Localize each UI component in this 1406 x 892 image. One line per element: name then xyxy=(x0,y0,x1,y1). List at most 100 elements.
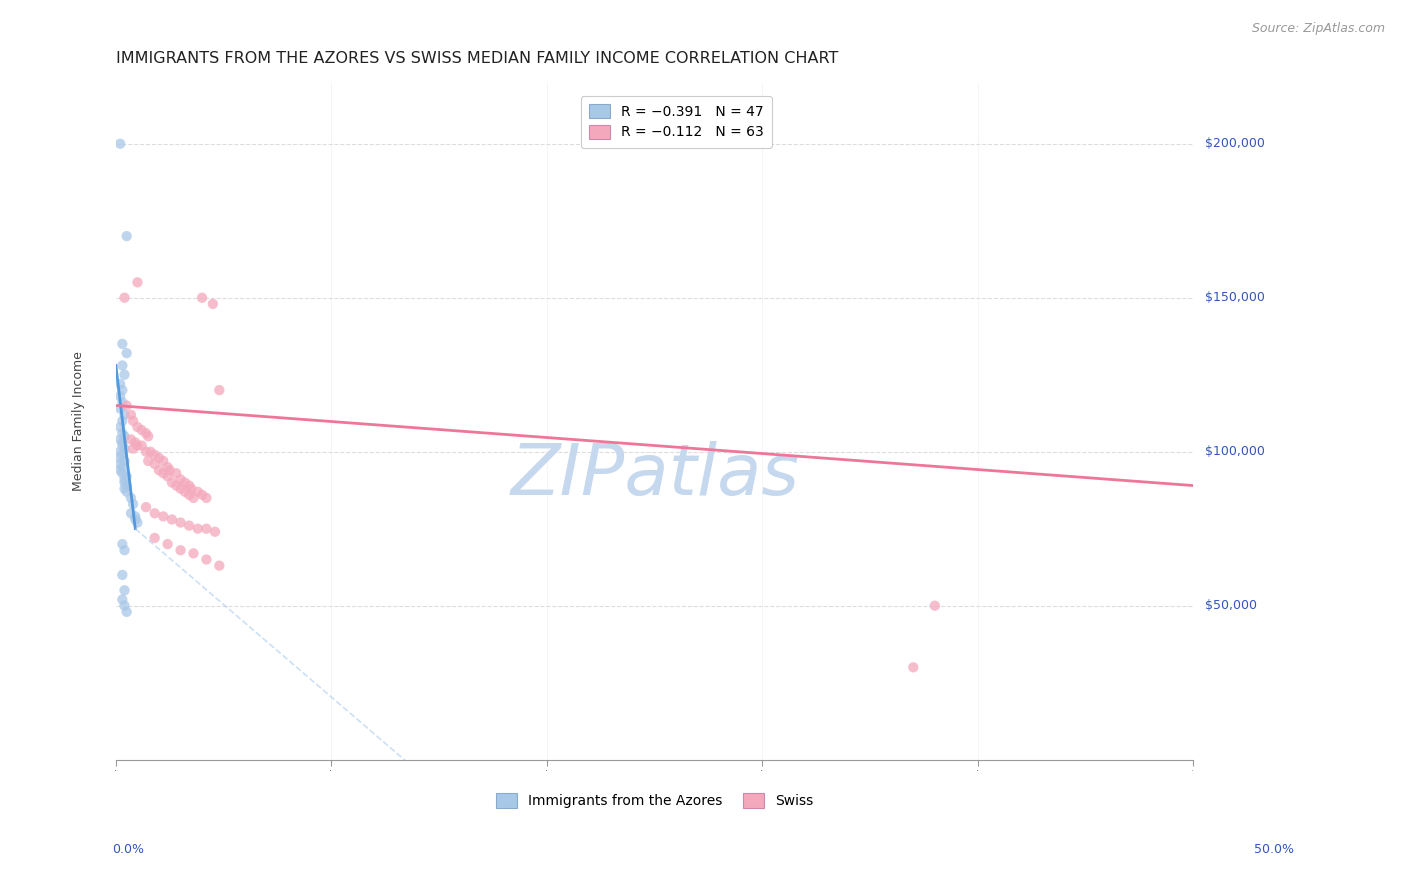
Point xyxy=(173,475,195,490)
Point xyxy=(195,522,218,536)
Point xyxy=(108,463,131,477)
Point xyxy=(111,448,134,462)
Point xyxy=(111,438,134,452)
Point xyxy=(115,478,138,492)
Text: Median Family Income: Median Family Income xyxy=(72,351,84,491)
Point xyxy=(152,454,174,468)
Point xyxy=(108,433,131,447)
Point xyxy=(115,484,138,499)
Point xyxy=(195,491,218,505)
Point xyxy=(114,408,136,422)
Point xyxy=(152,467,174,481)
Point xyxy=(111,383,134,397)
Point xyxy=(114,543,136,558)
Point xyxy=(120,433,142,447)
Point xyxy=(169,482,191,496)
Text: $150,000: $150,000 xyxy=(1205,291,1264,304)
Point xyxy=(143,531,166,545)
Point xyxy=(160,512,183,526)
Point xyxy=(122,442,145,456)
Point xyxy=(159,463,181,477)
Text: Source: ZipAtlas.com: Source: ZipAtlas.com xyxy=(1251,22,1385,36)
Point xyxy=(111,467,134,481)
Point xyxy=(108,444,131,458)
Point xyxy=(135,500,157,515)
Point xyxy=(124,509,146,524)
Point xyxy=(201,297,224,311)
Point xyxy=(108,376,131,391)
Point xyxy=(111,359,134,373)
Point xyxy=(114,454,136,468)
Point xyxy=(127,420,149,434)
Point xyxy=(136,454,159,468)
Point xyxy=(191,291,214,305)
Text: 0.0%: 0.0% xyxy=(112,843,145,856)
Point xyxy=(111,460,134,475)
Point xyxy=(131,438,153,452)
Point xyxy=(114,429,136,443)
Point xyxy=(111,568,134,582)
Point xyxy=(127,438,149,452)
Point xyxy=(165,467,187,481)
Point xyxy=(204,524,226,539)
Point xyxy=(156,460,179,475)
Point xyxy=(143,457,166,471)
Point xyxy=(191,488,214,502)
Point xyxy=(120,408,142,422)
Point xyxy=(169,516,191,530)
Point xyxy=(122,497,145,511)
Point xyxy=(173,484,195,499)
Point xyxy=(208,558,231,573)
Point xyxy=(114,368,136,382)
Point xyxy=(111,592,134,607)
Point xyxy=(187,484,209,499)
Text: $200,000: $200,000 xyxy=(1205,137,1264,150)
Legend: Immigrants from the Azores, Swiss: Immigrants from the Azores, Swiss xyxy=(491,788,818,814)
Point xyxy=(111,337,134,351)
Point xyxy=(143,506,166,520)
Point xyxy=(143,448,166,462)
Point xyxy=(114,475,136,490)
Point xyxy=(122,414,145,428)
Point xyxy=(924,599,946,613)
Point xyxy=(108,420,131,434)
Point xyxy=(156,537,179,551)
Point xyxy=(148,450,170,465)
Point xyxy=(124,512,146,526)
Point xyxy=(108,457,131,471)
Text: ZIPatlas: ZIPatlas xyxy=(510,441,799,509)
Point xyxy=(179,518,201,533)
Point xyxy=(114,482,136,496)
Point xyxy=(108,136,131,151)
Point xyxy=(127,275,149,289)
Point xyxy=(187,522,209,536)
Point xyxy=(131,423,153,437)
Point xyxy=(136,429,159,443)
Point xyxy=(115,346,138,360)
Point xyxy=(114,291,136,305)
Point xyxy=(156,469,179,483)
Point xyxy=(195,552,218,566)
Point xyxy=(148,463,170,477)
Point xyxy=(124,435,146,450)
Text: $100,000: $100,000 xyxy=(1205,445,1264,458)
Point xyxy=(903,660,925,674)
Point xyxy=(120,491,142,505)
Text: $50,000: $50,000 xyxy=(1205,599,1257,612)
Text: 50.0%: 50.0% xyxy=(1254,843,1294,856)
Point xyxy=(183,546,205,560)
Point xyxy=(179,488,201,502)
Point xyxy=(135,444,157,458)
Point xyxy=(180,482,202,496)
Point xyxy=(169,543,191,558)
Point xyxy=(111,414,134,428)
Point xyxy=(114,472,136,486)
Point xyxy=(115,229,138,244)
Point xyxy=(108,389,131,403)
Point xyxy=(179,478,201,492)
Point xyxy=(115,469,138,483)
Text: IMMIGRANTS FROM THE AZORES VS SWISS MEDIAN FAMILY INCOME CORRELATION CHART: IMMIGRANTS FROM THE AZORES VS SWISS MEDI… xyxy=(115,51,838,66)
Point xyxy=(160,475,183,490)
Point xyxy=(135,426,157,441)
Point xyxy=(108,401,131,416)
